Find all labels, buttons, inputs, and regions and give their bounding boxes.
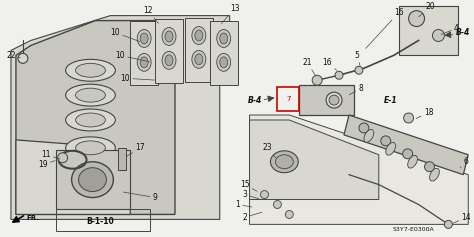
Text: 11: 11: [41, 150, 60, 159]
Circle shape: [425, 162, 435, 172]
Circle shape: [326, 92, 342, 108]
Ellipse shape: [165, 55, 173, 66]
Text: 20: 20: [419, 2, 435, 17]
Ellipse shape: [192, 27, 206, 44]
Ellipse shape: [65, 109, 115, 131]
Polygon shape: [11, 16, 230, 219]
Text: 1: 1: [235, 200, 252, 209]
Polygon shape: [16, 21, 175, 214]
Text: 16: 16: [322, 58, 337, 70]
Text: 10: 10: [116, 51, 149, 62]
Ellipse shape: [140, 33, 148, 44]
Polygon shape: [249, 120, 379, 200]
Ellipse shape: [165, 31, 173, 42]
Text: B-4: B-4: [247, 96, 262, 105]
Ellipse shape: [195, 54, 203, 65]
Ellipse shape: [217, 53, 231, 71]
Ellipse shape: [75, 113, 105, 127]
Ellipse shape: [65, 59, 115, 81]
Text: 21: 21: [302, 58, 316, 76]
Ellipse shape: [429, 168, 439, 181]
Circle shape: [402, 149, 412, 159]
Ellipse shape: [75, 141, 105, 155]
Ellipse shape: [162, 27, 176, 46]
FancyBboxPatch shape: [185, 18, 213, 82]
Circle shape: [312, 75, 322, 85]
Text: 18: 18: [416, 108, 433, 119]
Text: 7: 7: [286, 96, 291, 102]
Polygon shape: [249, 115, 468, 224]
Text: FR.: FR.: [27, 215, 40, 221]
Ellipse shape: [220, 33, 228, 44]
Circle shape: [432, 30, 445, 41]
Polygon shape: [344, 115, 468, 175]
Text: 15: 15: [240, 180, 257, 191]
Ellipse shape: [137, 53, 151, 71]
Text: 3: 3: [242, 190, 259, 199]
Ellipse shape: [364, 130, 374, 142]
Ellipse shape: [79, 168, 106, 191]
Ellipse shape: [65, 137, 115, 159]
Circle shape: [273, 201, 282, 209]
Circle shape: [355, 66, 363, 74]
Text: 5: 5: [355, 51, 360, 66]
Text: 14: 14: [453, 213, 471, 223]
Ellipse shape: [275, 155, 293, 169]
Text: E-1: E-1: [384, 96, 397, 105]
Text: 2: 2: [242, 212, 262, 222]
Ellipse shape: [192, 50, 206, 68]
Ellipse shape: [75, 88, 105, 102]
Text: B-4: B-4: [456, 28, 471, 37]
Circle shape: [58, 153, 68, 163]
FancyBboxPatch shape: [299, 85, 354, 115]
Text: 19: 19: [38, 160, 55, 169]
Ellipse shape: [386, 142, 396, 155]
Circle shape: [445, 220, 452, 228]
Circle shape: [329, 95, 339, 105]
Circle shape: [409, 11, 425, 27]
FancyBboxPatch shape: [399, 6, 458, 55]
Text: 10: 10: [120, 74, 155, 83]
Text: 13: 13: [221, 4, 239, 23]
Text: 9: 9: [123, 192, 157, 202]
Text: 10: 10: [110, 28, 139, 41]
FancyBboxPatch shape: [55, 150, 130, 210]
Ellipse shape: [195, 30, 203, 41]
Circle shape: [18, 53, 28, 63]
Ellipse shape: [140, 57, 148, 68]
Ellipse shape: [72, 162, 113, 197]
Circle shape: [335, 71, 343, 79]
Circle shape: [359, 123, 369, 133]
Circle shape: [404, 113, 414, 123]
FancyBboxPatch shape: [155, 18, 183, 83]
Ellipse shape: [408, 155, 418, 168]
Text: 4: 4: [441, 24, 459, 34]
Text: 8: 8: [349, 84, 363, 95]
FancyBboxPatch shape: [130, 21, 158, 85]
Ellipse shape: [217, 30, 231, 47]
Text: 17: 17: [127, 143, 145, 156]
Bar: [277, 87, 299, 111]
Text: S3Y7-E0300A: S3Y7-E0300A: [393, 227, 435, 232]
Polygon shape: [16, 140, 130, 214]
FancyBboxPatch shape: [210, 21, 237, 85]
Ellipse shape: [271, 151, 298, 173]
Ellipse shape: [162, 51, 176, 69]
Ellipse shape: [220, 57, 228, 68]
Text: 12: 12: [144, 6, 158, 23]
Text: B-1-10: B-1-10: [87, 217, 114, 226]
Ellipse shape: [65, 84, 115, 106]
FancyBboxPatch shape: [118, 148, 126, 170]
Text: 23: 23: [263, 143, 275, 158]
Circle shape: [261, 191, 268, 199]
Text: 6: 6: [460, 157, 469, 168]
Text: 16: 16: [366, 8, 403, 48]
Circle shape: [381, 136, 391, 146]
Ellipse shape: [75, 63, 105, 77]
Text: 22: 22: [6, 51, 20, 60]
Ellipse shape: [137, 30, 151, 47]
Circle shape: [285, 210, 293, 219]
